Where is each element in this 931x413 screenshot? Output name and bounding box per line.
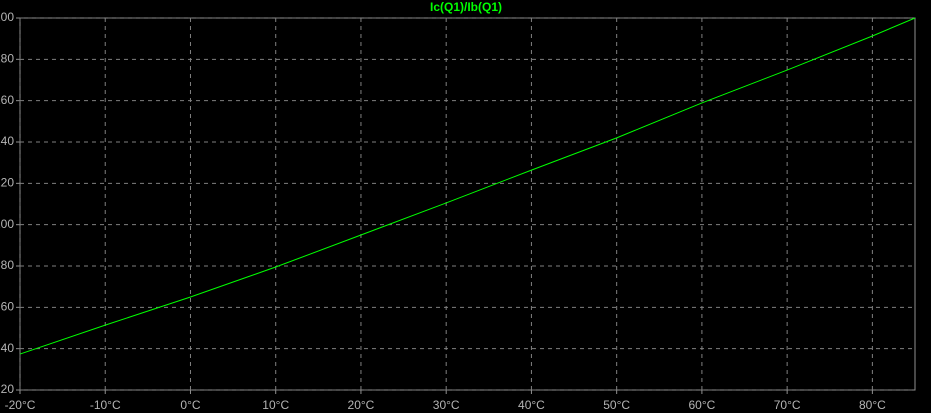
y-tick-label: 140 [0, 134, 14, 148]
y-tick-label: 80 [1, 258, 15, 272]
x-tick-label: -10°C [90, 398, 121, 412]
x-tick-label: 10°C [262, 398, 289, 412]
y-tick-label: 60 [1, 300, 15, 314]
x-tick-label: 0°C [180, 398, 200, 412]
x-tick-label: 30°C [433, 398, 460, 412]
x-tick-label: 50°C [603, 398, 630, 412]
chart-title: Ic(Q1)/Ib(Q1) [430, 0, 502, 14]
y-tick-label: 160 [0, 93, 14, 107]
x-tick-label: 60°C [688, 398, 715, 412]
y-tick-label: 100 [0, 217, 14, 231]
x-tick-label: 40°C [518, 398, 545, 412]
x-tick-label: 80°C [859, 398, 886, 412]
x-tick-label: 70°C [774, 398, 801, 412]
y-tick-label: 20 [1, 382, 15, 396]
plot-frame [19, 17, 916, 391]
y-tick-label: 180 [0, 52, 14, 66]
y-tick-label: 200 [0, 10, 14, 24]
y-tick-label: 40 [1, 341, 15, 355]
x-tick-label: 20°C [348, 398, 375, 412]
y-tick-label: 120 [0, 176, 14, 190]
data-line [19, 17, 916, 355]
x-tick-label: -20°C [5, 398, 36, 412]
